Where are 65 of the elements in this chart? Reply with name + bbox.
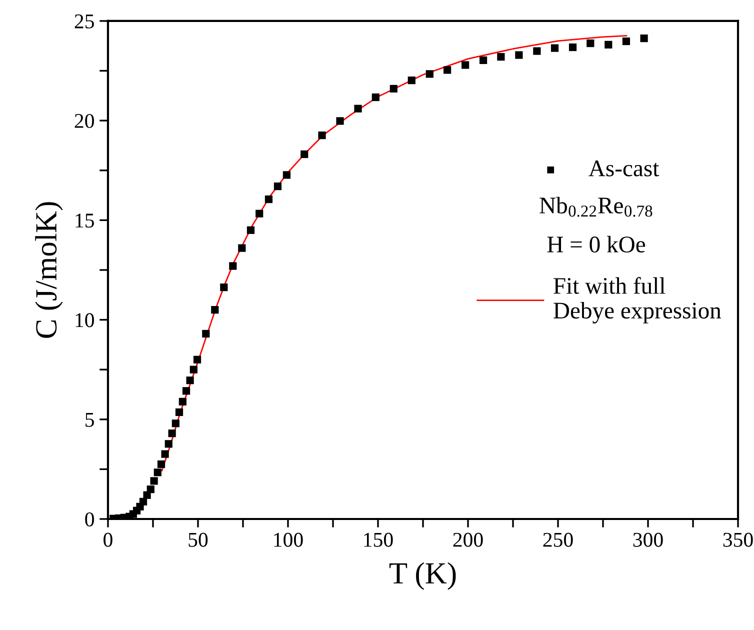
annotation: Nb$_{0.22}$Re$_{0.78}$ xyxy=(540,196,652,217)
x-tick-label: 100 xyxy=(274,532,303,547)
point xyxy=(640,34,648,42)
point xyxy=(264,195,273,204)
point xyxy=(164,440,172,448)
x-tick-label: 350 xyxy=(723,532,753,547)
point xyxy=(150,477,158,485)
point xyxy=(186,376,194,384)
point xyxy=(354,104,362,112)
point xyxy=(168,430,176,438)
point xyxy=(497,53,505,61)
point xyxy=(238,244,246,252)
point xyxy=(336,117,344,125)
point xyxy=(426,70,434,78)
y-axis-title: C (J/molK) xyxy=(35,202,63,338)
y-tick-label: 25 xyxy=(74,14,94,28)
point xyxy=(390,84,398,93)
y-tick-label: 10 xyxy=(76,313,94,328)
point xyxy=(146,486,154,494)
x-tick-label: 150 xyxy=(364,532,393,547)
point xyxy=(193,356,202,364)
point xyxy=(479,56,488,64)
point xyxy=(246,226,255,234)
point xyxy=(318,132,326,140)
point xyxy=(182,387,190,395)
point xyxy=(461,61,470,69)
y-tick-label: 15 xyxy=(76,214,94,228)
point xyxy=(172,420,180,428)
legend-label: Fit with full Debye expression xyxy=(554,277,722,324)
point xyxy=(175,408,184,416)
point xyxy=(533,47,541,55)
x-tick-label: 300 xyxy=(633,532,663,547)
point xyxy=(211,306,219,314)
point xyxy=(586,39,594,48)
point xyxy=(229,262,237,270)
legend-label: As-cast xyxy=(588,160,660,176)
point xyxy=(622,37,630,46)
x-tick-label: 0 xyxy=(104,532,112,547)
point xyxy=(568,43,577,52)
point xyxy=(300,150,308,158)
point xyxy=(550,44,559,52)
x-tick-label: 200 xyxy=(453,532,483,547)
point xyxy=(202,330,210,338)
point xyxy=(282,171,291,179)
x-axis-title: T (K) xyxy=(389,562,456,590)
x-tick-label: 250 xyxy=(543,532,573,547)
point xyxy=(515,51,523,59)
point xyxy=(274,182,282,190)
point xyxy=(372,93,380,102)
point xyxy=(604,40,612,48)
y-tick-label: 0 xyxy=(85,512,94,526)
point xyxy=(157,460,166,468)
point xyxy=(190,366,198,374)
y-tick-label: 20 xyxy=(74,114,94,128)
point xyxy=(220,284,228,292)
point xyxy=(161,450,169,458)
point xyxy=(178,398,186,406)
point xyxy=(139,498,148,506)
point xyxy=(154,468,162,476)
point xyxy=(408,76,416,84)
x-tick-label: 50 xyxy=(188,532,208,547)
point xyxy=(443,66,452,74)
point xyxy=(256,210,264,218)
annotation: H = 0 kOe xyxy=(547,236,646,252)
y-tick-label: 5 xyxy=(86,412,94,427)
